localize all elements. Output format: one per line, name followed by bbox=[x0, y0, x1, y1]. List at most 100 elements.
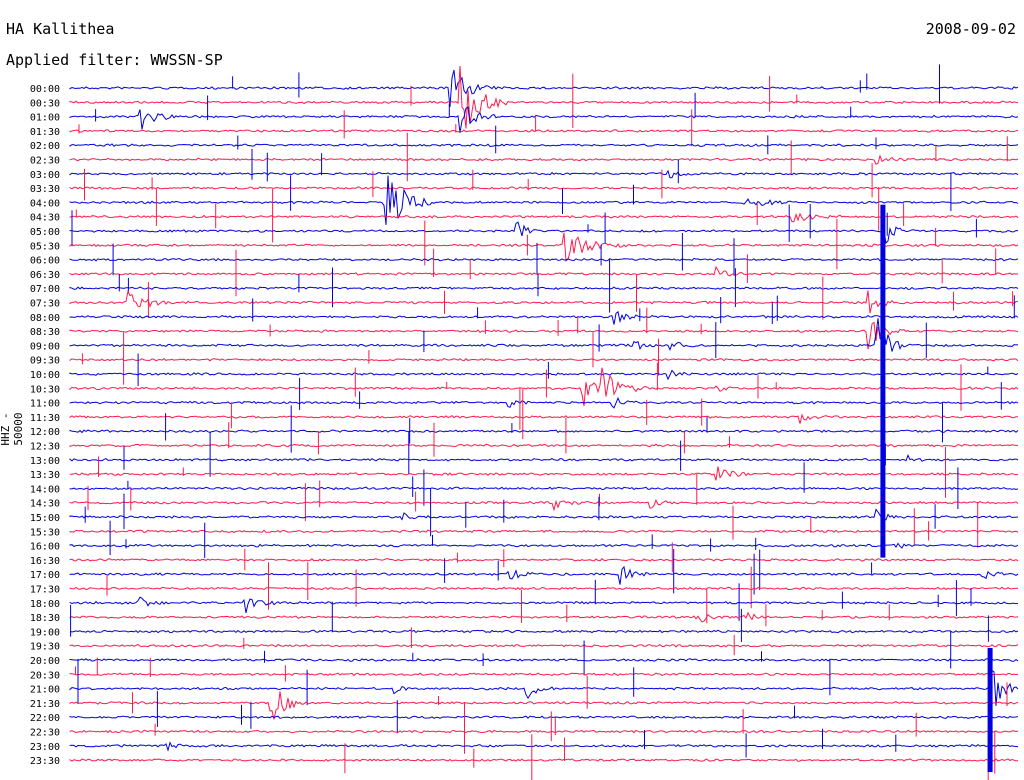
time-label: 11:00 bbox=[30, 399, 60, 410]
trace-line bbox=[69, 413, 1018, 424]
trace-line bbox=[69, 629, 1019, 634]
time-label: 05:30 bbox=[30, 241, 60, 252]
time-label: 17:00 bbox=[30, 570, 60, 581]
trace-line bbox=[69, 257, 1019, 262]
time-label: 02:00 bbox=[30, 141, 60, 152]
time-label: 21:00 bbox=[30, 685, 60, 696]
trace-line bbox=[69, 758, 1019, 762]
trace-line bbox=[69, 466, 1019, 481]
time-label: 08:30 bbox=[30, 327, 60, 338]
time-label: 09:00 bbox=[30, 341, 60, 352]
trace-line bbox=[69, 286, 1019, 291]
trace-line bbox=[69, 321, 1019, 350]
large-event-mark bbox=[880, 204, 886, 558]
trace-line bbox=[69, 691, 1019, 720]
time-label: 13:00 bbox=[30, 456, 60, 467]
time-label: 03:30 bbox=[30, 184, 60, 195]
time-label: 05:00 bbox=[30, 227, 60, 238]
time-label: 19:00 bbox=[30, 627, 60, 638]
time-label: 17:30 bbox=[30, 585, 60, 596]
filter-label: Applied filter: WWSSN-SP bbox=[6, 51, 223, 69]
time-label: 14:30 bbox=[30, 499, 60, 510]
channel-label: HHZ - 50000 bbox=[0, 412, 25, 446]
trace-line bbox=[69, 542, 1019, 549]
trace-line bbox=[69, 318, 1019, 352]
trace-line bbox=[69, 715, 1019, 720]
trace-line bbox=[69, 106, 1019, 133]
time-label: 10:00 bbox=[30, 370, 60, 381]
trace-line bbox=[69, 221, 1019, 245]
time-label: 13:30 bbox=[30, 470, 60, 481]
trace-line bbox=[69, 232, 1019, 262]
time-label: 03:00 bbox=[30, 170, 60, 181]
trace-line bbox=[69, 367, 1019, 407]
trace-line bbox=[69, 443, 1018, 448]
time-label: 10:30 bbox=[30, 384, 60, 395]
trace-line bbox=[69, 396, 1019, 409]
trace-line bbox=[69, 643, 1019, 648]
trace-line bbox=[69, 289, 1018, 314]
trace-line bbox=[69, 65, 1019, 129]
time-label: 12:00 bbox=[30, 427, 60, 438]
time-label: 23:00 bbox=[30, 742, 60, 753]
time-label: 09:30 bbox=[30, 356, 60, 367]
trace-line bbox=[69, 729, 1019, 734]
station-title: HA Kallithea bbox=[6, 20, 115, 38]
trace-line bbox=[69, 143, 1019, 148]
time-label: 06:00 bbox=[30, 256, 60, 267]
time-label: 18:30 bbox=[30, 613, 60, 624]
trace-line bbox=[69, 529, 1019, 534]
time-label: 16:30 bbox=[30, 556, 60, 567]
trace-line bbox=[69, 741, 1019, 752]
time-label: 16:00 bbox=[30, 542, 60, 553]
time-label: 04:30 bbox=[30, 213, 60, 224]
time-label: 14:00 bbox=[30, 484, 60, 495]
trace-line bbox=[69, 429, 1019, 434]
time-label: 01:30 bbox=[30, 127, 60, 138]
trace-line bbox=[69, 669, 1019, 708]
trace-line bbox=[69, 586, 1019, 591]
time-label: 02:30 bbox=[30, 156, 60, 167]
time-label: 00:00 bbox=[30, 84, 60, 95]
time-label: 21:30 bbox=[30, 699, 60, 710]
time-label: 18:00 bbox=[30, 599, 60, 610]
trace-line bbox=[69, 69, 1019, 107]
time-label: 07:30 bbox=[30, 299, 60, 310]
trace-line bbox=[69, 369, 1019, 381]
time-label: 20:00 bbox=[30, 656, 60, 667]
time-label: 20:30 bbox=[30, 670, 60, 681]
trace-line bbox=[69, 169, 1019, 179]
time-label: 06:30 bbox=[30, 270, 60, 281]
time-label: 04:00 bbox=[30, 198, 60, 209]
trace-line bbox=[69, 672, 1019, 677]
trace-line bbox=[69, 486, 1019, 491]
trace-line bbox=[69, 508, 1019, 521]
trace-line bbox=[69, 658, 1019, 662]
time-label: 15:00 bbox=[30, 513, 60, 524]
time-label: 22:30 bbox=[30, 728, 60, 739]
trace-line bbox=[69, 154, 1019, 165]
trace-line bbox=[69, 611, 1019, 623]
trace-line bbox=[69, 265, 1019, 277]
trace-line bbox=[69, 558, 1019, 562]
trace-line bbox=[69, 453, 1019, 462]
time-label: 01:00 bbox=[30, 113, 60, 124]
time-label: 12:30 bbox=[30, 442, 60, 453]
time-label: 22:00 bbox=[30, 713, 60, 724]
trace-line bbox=[69, 357, 1019, 362]
trace-line bbox=[69, 565, 1019, 585]
time-label: 23:30 bbox=[30, 756, 60, 767]
trace-line bbox=[69, 186, 1019, 191]
trace-line bbox=[69, 498, 1019, 512]
trace-line bbox=[69, 310, 1019, 325]
time-label: 08:00 bbox=[30, 313, 60, 324]
trace-line bbox=[69, 212, 1019, 223]
time-label: 07:00 bbox=[30, 284, 60, 295]
trace-line bbox=[69, 129, 1019, 133]
time-label: 11:30 bbox=[30, 413, 60, 424]
trace-line bbox=[69, 596, 1019, 614]
large-event-mark bbox=[987, 648, 993, 773]
time-label: 19:30 bbox=[30, 642, 60, 653]
time-label: 15:30 bbox=[30, 527, 60, 538]
